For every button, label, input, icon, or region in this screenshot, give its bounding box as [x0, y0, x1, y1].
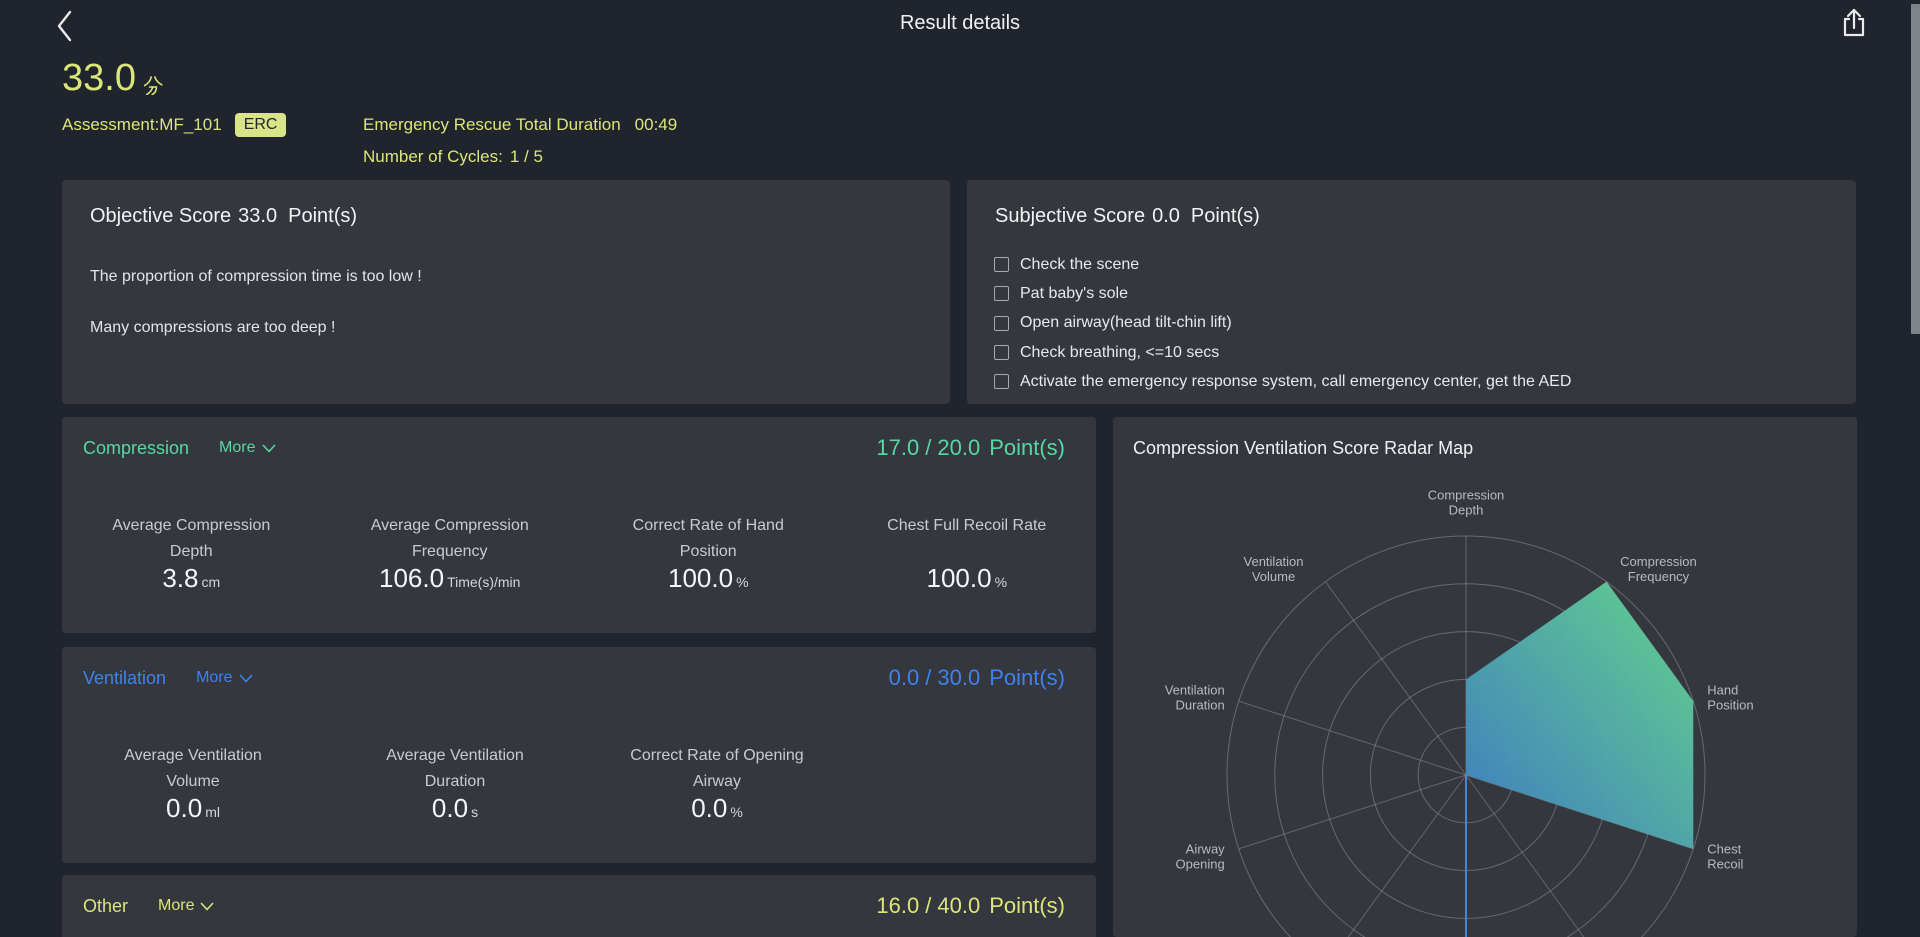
- radar-axis-label-1: Compression Frequency: [1620, 554, 1697, 584]
- total-score-value: 33.0: [62, 57, 136, 99]
- radar-axis-line-6: [1347, 774, 1467, 937]
- checkbox-unchecked[interactable]: [994, 374, 1009, 390]
- total-score: 33.0: [62, 56, 163, 100]
- stat-item: Chest Full Recoil Rate 100.0%: [838, 513, 1097, 594]
- back-button[interactable]: [53, 8, 79, 44]
- other-score: 16.0/40.0 Point(s): [876, 893, 1065, 918]
- share-button[interactable]: [1838, 7, 1870, 41]
- radar-axis-line-7: [1238, 774, 1467, 850]
- checklist-item: Activate the emergency response system, …: [994, 367, 1856, 396]
- stat-value: 3.8 cm: [162, 563, 221, 593]
- stat-label: Average Compression Depth: [112, 517, 271, 560]
- stat-item: Correct Rate of Opening Airway 0.0%: [586, 743, 848, 824]
- stat-label: Correct Rate of Hand Position: [632, 517, 784, 560]
- radar-title: Compression Ventilation Score Radar Map: [1133, 438, 1474, 458]
- score-unit-fen-glyph: [143, 76, 163, 95]
- ventilation-more-button[interactable]: More: [196, 669, 253, 687]
- chevron-down-icon: [238, 673, 253, 683]
- radar-axis-label-9: Ventilation Volume: [1244, 554, 1304, 584]
- checklist-item-label: Open airway(head tilt-chin lift): [1020, 314, 1232, 332]
- page-title: Result details: [899, 12, 1021, 34]
- subjective-score-panel: Subjective Score 0.0 Point(s) Check the sc…: [967, 180, 1856, 404]
- objective-score-panel: Objective Score 33.0 Point(s) The proporti…: [62, 180, 950, 404]
- objective-message: Many compressions are too deep !: [90, 319, 336, 336]
- stat-label: Average Compression Frequency: [370, 517, 529, 560]
- erc-badge: ERC: [234, 112, 287, 137]
- compression-more-button[interactable]: More: [219, 439, 276, 457]
- checklist-item: Pat baby's sole: [994, 279, 1856, 308]
- stat-item: Average Compression Frequency 106.0 Time(s)…: [321, 513, 580, 594]
- stat-value: 106.0 Time(s)/min: [379, 563, 521, 593]
- stat-label: Correct Rate of Opening Airway: [630, 747, 804, 790]
- subjective-score-title: Subjective Score 0.0 Point(s): [995, 205, 1260, 227]
- stat-item: Average Ventilation Duration 0.0 s: [324, 743, 586, 824]
- radar-axis-line-4: [1465, 774, 1585, 937]
- stat-item: Average Compression Depth 3.8 cm: [62, 513, 321, 594]
- other-section-title: Other: [83, 895, 129, 916]
- checklist-item: Check the scene: [994, 250, 1856, 279]
- chevron-down-icon: [261, 443, 276, 453]
- checkbox-unchecked[interactable]: [994, 286, 1009, 302]
- scrollbar-thumb[interactable]: [1911, 4, 1920, 334]
- checkbox-unchecked[interactable]: [994, 345, 1009, 361]
- rescue-duration-value: 00:49: [634, 115, 678, 134]
- cycles-value: 1 / 5: [509, 147, 543, 166]
- stat-value: 0.0%: [691, 793, 743, 823]
- rescue-duration-label: Emergency Rescue Total Duration: [363, 115, 621, 134]
- compression-score: 17.0/20.0 Point(s): [876, 435, 1065, 460]
- ventilation-section-panel: Ventilation More 0.0/30.0 Point(s) Averag…: [62, 647, 1096, 863]
- stat-value: 0.0 ml: [166, 793, 220, 823]
- radar-series-polygon: [1466, 581, 1694, 849]
- checkbox-unchecked[interactable]: [994, 257, 1009, 273]
- radar-axis-label-3: Chest Recoil: [1707, 841, 1743, 871]
- checklist-item: Check breathing, <=10 secs: [994, 338, 1856, 367]
- cycles: Number of Cycles: 1 / 5: [363, 147, 543, 167]
- stat-label: Average Ventilation Duration: [386, 747, 524, 790]
- ventilation-section-title: Ventilation: [83, 667, 167, 688]
- cycles-label: Number of Cycles:: [363, 147, 503, 166]
- checkbox-unchecked[interactable]: [994, 315, 1009, 331]
- stat-value: 100.0%: [926, 563, 1008, 593]
- objective-score-title: Objective Score 33.0 Point(s): [90, 205, 358, 227]
- checklist-item-label: Pat baby's sole: [1020, 284, 1129, 302]
- subjective-checklist: Check the scene Pat baby's sole Open airwa…: [967, 250, 1856, 396]
- compression-stats: Average Compression Depth 3.8 cm Average Com…: [62, 513, 1096, 594]
- compression-section-title: Compression: [83, 437, 190, 458]
- radar-panel: Compression Depth Compression Frequency Hand…: [1113, 417, 1857, 937]
- back-chevron-icon: [57, 10, 72, 42]
- assessment-row: Assessment:MF_101 ERC: [62, 111, 287, 138]
- radar-axis-label-2: Hand Position: [1707, 683, 1753, 713]
- radar-axis-label-7: Airway Opening: [1176, 841, 1226, 871]
- radar-axis-line-8: [1238, 700, 1467, 776]
- top-bar: Result details: [0, 0, 1920, 52]
- ventilation-stats: Average Ventilation Volume 0.0 ml Average Ve…: [62, 743, 1096, 824]
- other-more-button[interactable]: More: [158, 897, 215, 915]
- stat-value: 100.0%: [667, 563, 749, 593]
- checklist-item-label: Check the scene: [1020, 255, 1140, 273]
- stat-label: Average Ventilation Volume: [124, 747, 262, 790]
- radar-axis-line-9: [1325, 581, 1467, 776]
- checklist-item-label: Activate the emergency response system, …: [1020, 372, 1572, 390]
- chevron-down-icon: [200, 901, 215, 911]
- stat-label: Chest Full Recoil Rate: [887, 517, 1047, 534]
- checklist-item: Open airway(head tilt-chin lift): [994, 309, 1856, 338]
- share-icon: [1843, 8, 1865, 37]
- radar-chart: Compression Depth Compression Frequency Hand…: [1165, 488, 1754, 937]
- radar-axis-label-0: Compression Depth: [1428, 488, 1505, 518]
- ventilation-score: 0.0/30.0 Point(s): [888, 665, 1065, 690]
- radar-axis-label-8: Ventilation Duration: [1165, 683, 1225, 713]
- other-section-panel: Other More 16.0/40.0 Point(s): [62, 875, 1096, 937]
- assessment-label: Assessment:MF_101: [62, 114, 222, 134]
- checklist-item-label: Check breathing, <=10 secs: [1020, 343, 1220, 361]
- stat-item: Correct Rate of Hand Position 100.0%: [579, 513, 838, 594]
- stat-value: 0.0 s: [431, 793, 479, 823]
- compression-section-panel: Compression More 17.0/20.0 Point(s) Avera…: [62, 417, 1096, 633]
- rescue-duration: Emergency Rescue Total Duration 00:49: [363, 115, 677, 135]
- stat-item: Average Ventilation Volume 0.0 ml: [62, 743, 324, 824]
- objective-message: The proportion of compression time is to…: [90, 268, 422, 285]
